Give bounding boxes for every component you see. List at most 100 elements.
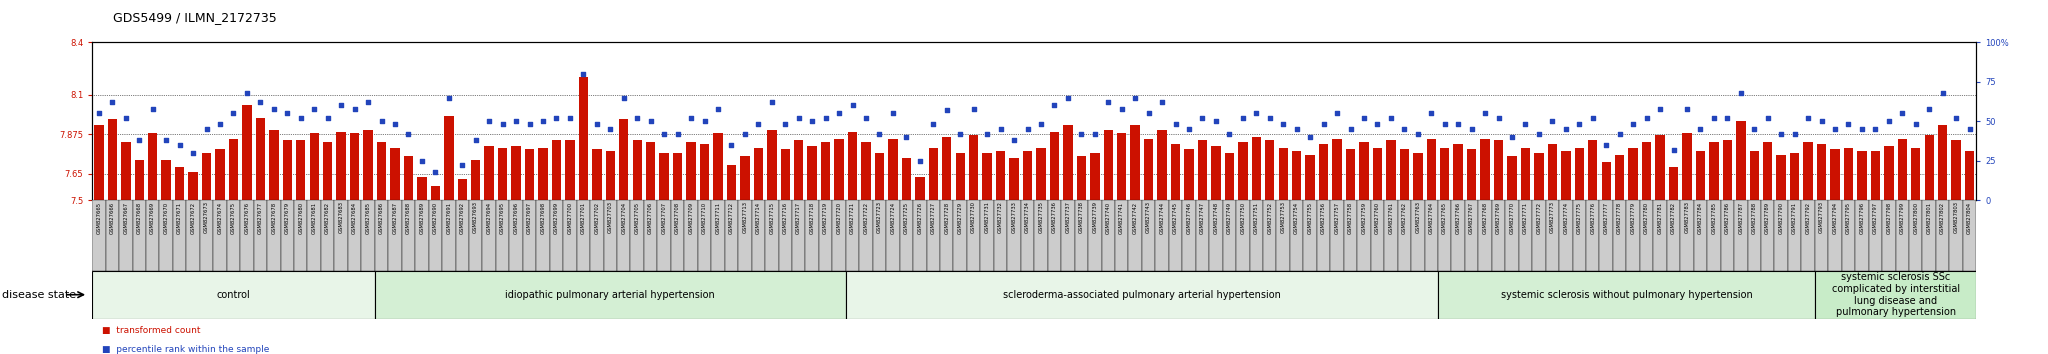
Bar [227,200,240,271]
Text: GSM827766: GSM827766 [1456,201,1460,234]
Bar [1090,153,1100,200]
Bar [1008,200,1020,271]
Point [608,95,641,101]
Point [1792,115,1825,121]
Bar [430,186,440,200]
Bar [1841,200,1855,271]
Bar [106,200,119,271]
Text: GSM827785: GSM827785 [1712,201,1716,234]
Bar [1491,200,1505,271]
Point [985,126,1018,132]
Bar [834,139,844,200]
Point [594,126,627,132]
Bar [1102,200,1114,271]
Bar [1884,146,1894,200]
Point [1333,126,1366,132]
Bar [1507,156,1518,200]
Point [406,158,438,164]
Bar [1534,153,1544,200]
Bar [334,200,348,271]
Bar [778,200,793,271]
Bar [580,78,588,200]
Point [432,95,465,101]
Bar [1075,200,1087,271]
Text: GSM827740: GSM827740 [1106,201,1110,234]
Bar [1157,130,1167,200]
Bar [1952,141,1960,200]
Bar [1626,200,1640,271]
Bar [780,149,791,200]
Bar [1319,144,1329,200]
Point [217,110,250,116]
Bar [1051,132,1059,200]
Point [1321,110,1354,116]
Point [1577,115,1610,121]
Bar [899,200,913,271]
Point [1778,131,1810,137]
Bar [295,200,307,271]
Text: GSM827729: GSM827729 [958,201,963,234]
Text: GSM827685: GSM827685 [365,201,371,234]
Bar [1481,139,1489,200]
Bar [1116,133,1126,200]
Text: GSM827671: GSM827671 [176,201,182,234]
Bar [1427,139,1436,200]
Bar [913,200,926,271]
Bar [1397,200,1411,271]
Bar [92,200,106,271]
Bar [539,148,547,200]
Bar [754,148,764,200]
Bar [616,200,631,271]
Bar [455,200,469,271]
Text: GSM827665: GSM827665 [96,201,102,234]
Text: GSM827774: GSM827774 [1563,201,1569,234]
Point [1389,126,1421,132]
Bar [1466,149,1477,200]
Bar [643,200,657,271]
Point [567,71,600,77]
Text: GSM827703: GSM827703 [608,201,612,233]
Point [1280,126,1313,132]
Point [379,121,412,127]
Point [1913,106,1946,112]
Bar [1522,148,1530,200]
Bar [1694,200,1708,271]
Text: GSM827676: GSM827676 [244,201,250,234]
Bar [215,149,225,200]
Text: GSM827723: GSM827723 [877,201,883,233]
Bar [1925,135,1933,200]
Bar [1614,200,1626,271]
Point [459,137,492,143]
Text: disease state: disease state [2,290,76,300]
Point [297,106,330,112]
Text: GSM827728: GSM827728 [944,201,950,234]
Text: GDS5499 / ILMN_2172735: GDS5499 / ILMN_2172735 [113,11,276,24]
Point [137,106,170,112]
Text: GSM827687: GSM827687 [393,201,397,234]
Text: GSM827745: GSM827745 [1174,201,1178,234]
Text: GSM827767: GSM827767 [1468,201,1475,234]
Bar [1561,151,1571,200]
Bar [471,160,481,200]
Bar [1208,200,1223,271]
Text: GSM827801: GSM827801 [1927,201,1931,234]
Bar [1237,200,1249,271]
Bar [362,130,373,200]
Bar [1182,200,1196,271]
Text: GSM827725: GSM827725 [903,201,909,234]
Point [1886,110,1919,116]
Text: GSM827678: GSM827678 [270,201,276,234]
Bar [711,200,725,271]
Text: GSM827696: GSM827696 [514,201,518,234]
Point [1645,106,1677,112]
Bar [1667,200,1679,271]
Text: GSM827722: GSM827722 [864,201,868,234]
Bar [592,149,602,200]
Bar [657,200,672,271]
Text: GSM827688: GSM827688 [406,201,412,234]
Bar [389,200,401,271]
Bar [1022,151,1032,200]
Point [782,115,815,121]
Text: GSM827798: GSM827798 [1886,201,1892,234]
Bar [631,200,643,271]
